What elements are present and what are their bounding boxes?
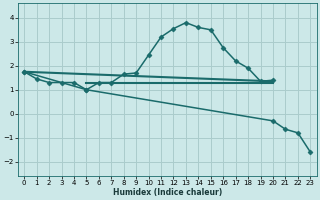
- X-axis label: Humidex (Indice chaleur): Humidex (Indice chaleur): [113, 188, 222, 197]
